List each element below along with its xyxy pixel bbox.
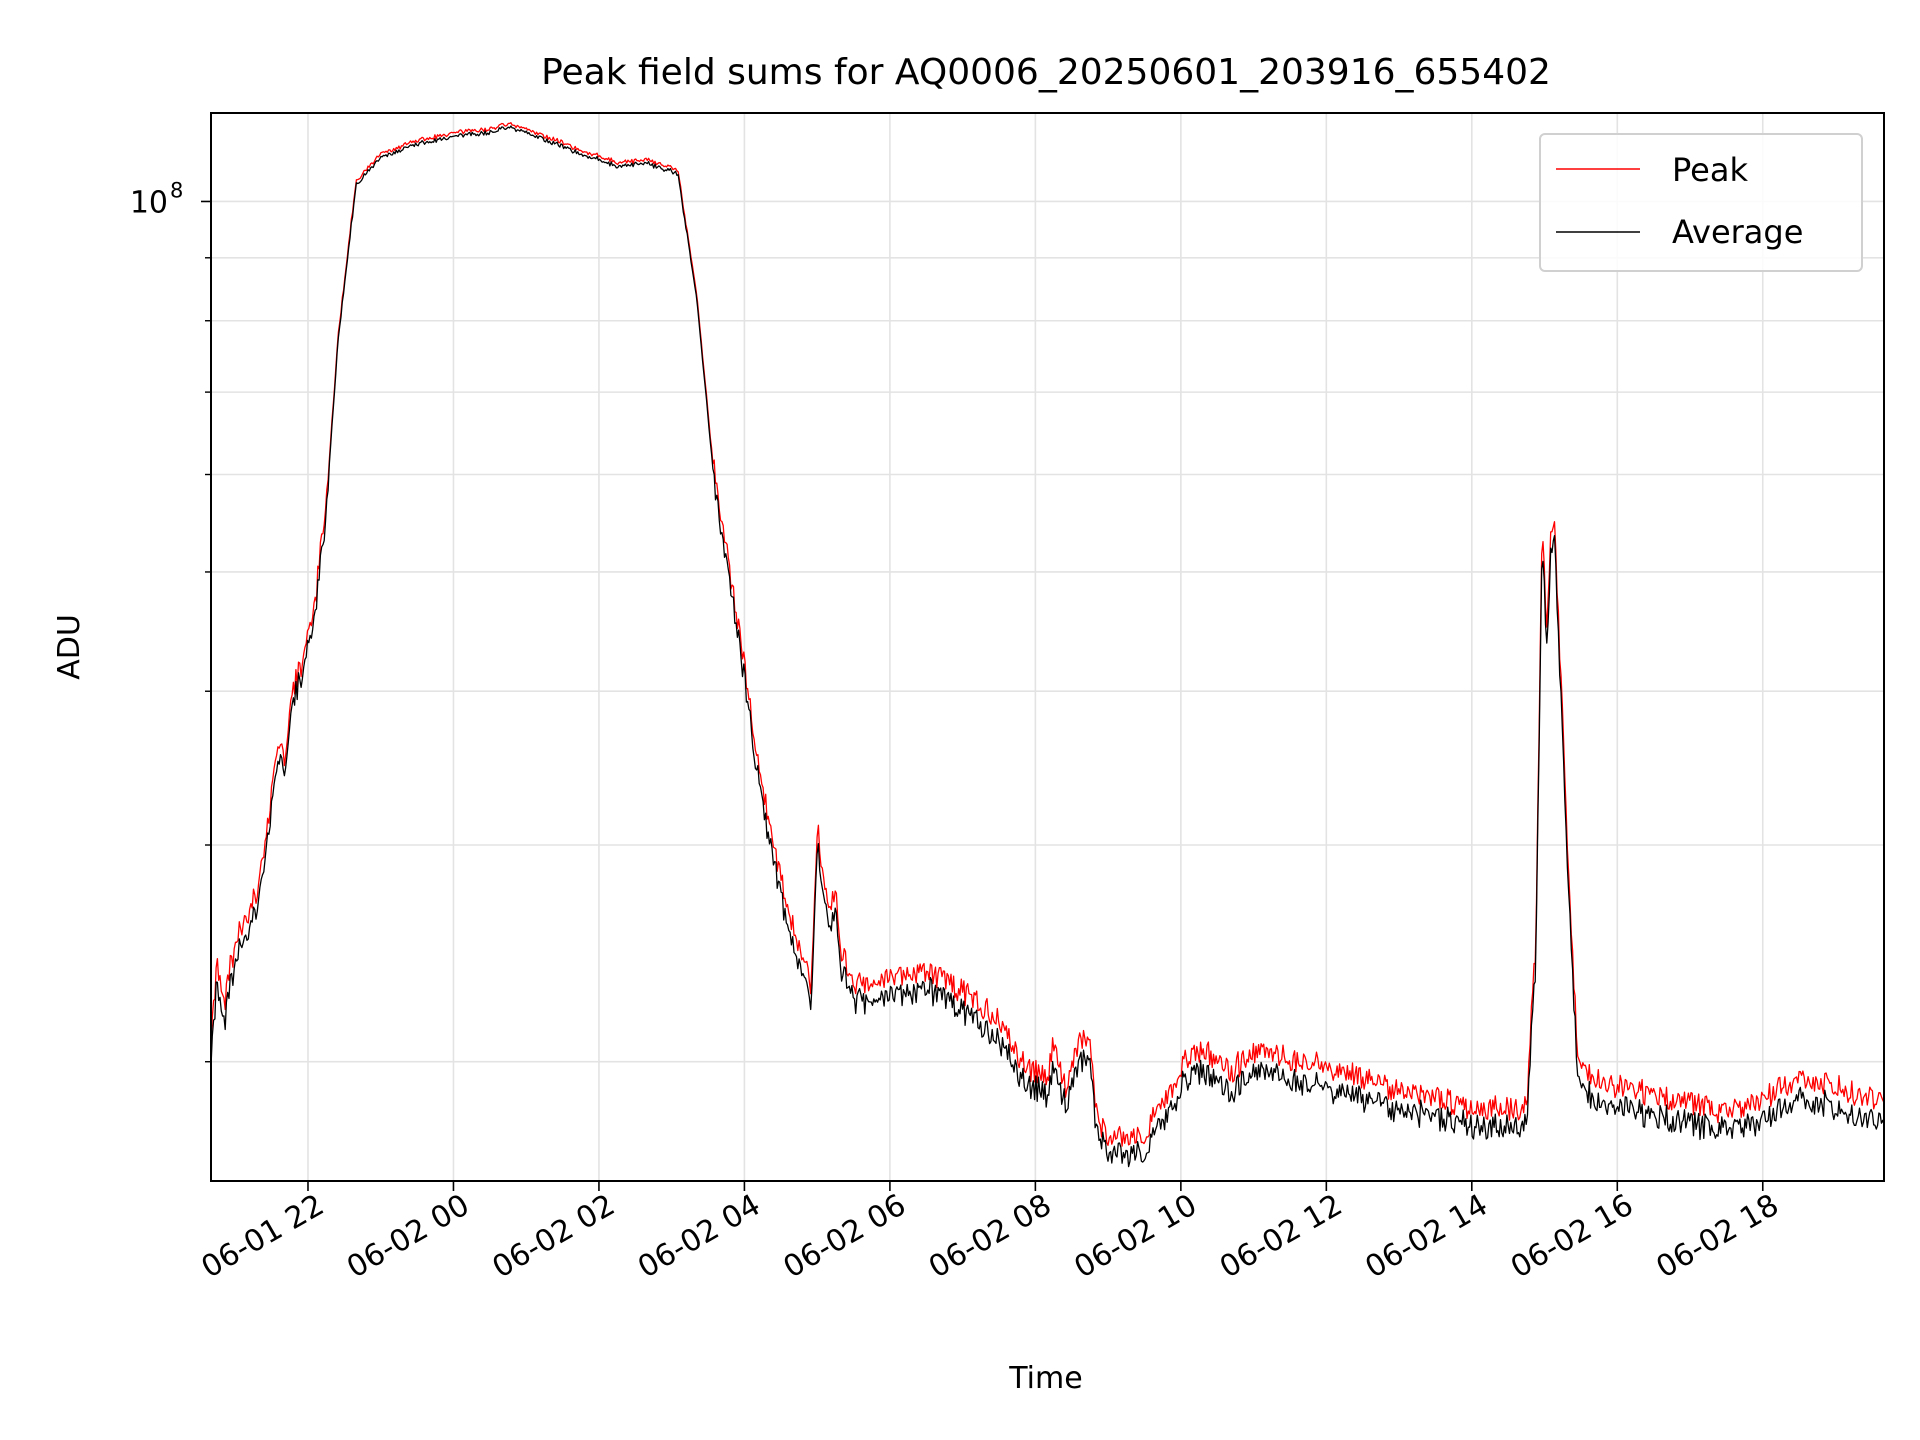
series-group (210, 122, 1885, 1168)
legend-average-label: Average (1672, 213, 1803, 251)
chart-title: Peak field sums for AQ0006_20250601_2039… (541, 52, 1551, 93)
series-line-average (210, 125, 1885, 1168)
plot-frame (210, 112, 1885, 1182)
y-tick-label-base: 10 (130, 185, 168, 220)
legend: Peak Average (1539, 133, 1863, 272)
y-tick-label-exponent: 8 (170, 178, 183, 202)
x-axis-label: Time (1008, 1361, 1082, 1396)
y-axis-label: ADU (52, 614, 87, 680)
series-line-peak (210, 122, 1885, 1147)
legend-peak-label: Peak (1672, 151, 1748, 189)
